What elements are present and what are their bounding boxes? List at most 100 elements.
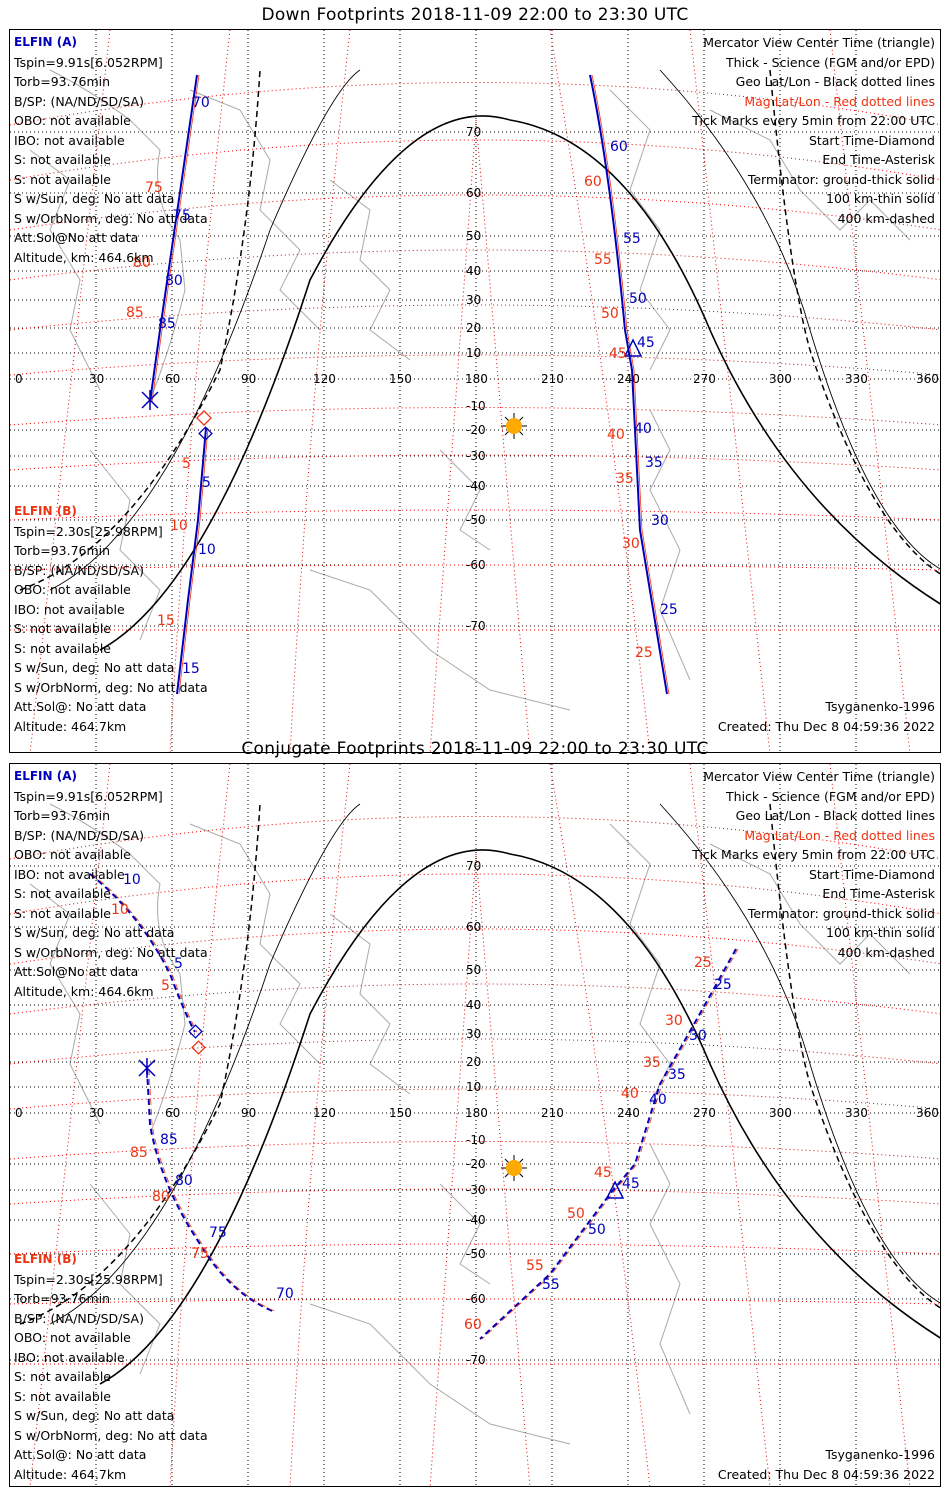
lat-tick: -60 xyxy=(466,558,486,572)
credit-block: Tsyganenko-1996 Created: Thu Dec 8 04:59… xyxy=(718,1445,935,1484)
legend-line: Terminator: ground-thick solid xyxy=(747,905,935,921)
info-line: Att.Sol@No att data xyxy=(14,230,139,245)
svg-text:60: 60 xyxy=(610,139,628,155)
elfin-b-track xyxy=(176,427,209,695)
svg-text:75: 75 xyxy=(191,1246,209,1262)
lat-tick: 50 xyxy=(466,963,481,977)
svg-text:10: 10 xyxy=(198,542,216,558)
svg-text:50: 50 xyxy=(588,1222,606,1238)
info-line: S: not available xyxy=(14,171,111,187)
svg-text:15: 15 xyxy=(182,661,200,677)
svg-text:5: 5 xyxy=(202,475,211,491)
lat-tick: -30 xyxy=(466,1183,486,1197)
panel-1-title: Down Footprints 2018-11-09 22:00 to 23:3… xyxy=(261,5,689,25)
legend-line: Mag Lat/Lon - Red dotted lines xyxy=(744,827,935,843)
svg-text:85: 85 xyxy=(160,1132,178,1148)
track-labels: 70 75 80 85 5 10 15 60 55 50 45 40 35 30… xyxy=(126,95,678,677)
terminator xyxy=(19,803,940,1385)
info-line: B/SP: (NA/ND/SD/SA) xyxy=(14,562,144,578)
svg-text:55: 55 xyxy=(526,1258,544,1274)
geo-grid xyxy=(10,30,940,752)
lat-tick: 70 xyxy=(466,859,481,873)
legend-line: 400 km-dashed xyxy=(837,210,935,226)
info-line: Torb=93.76min xyxy=(14,808,111,823)
map-legend: Mercator View Center Time (triangle) Thi… xyxy=(692,33,935,228)
svg-text:25: 25 xyxy=(694,955,712,971)
lat-tick: -10 xyxy=(466,399,486,413)
lon-tick: 180 xyxy=(465,1106,488,1120)
lon-tick: 30 xyxy=(89,1106,104,1120)
svg-text:50: 50 xyxy=(629,291,647,307)
info-line: S: not available xyxy=(14,1369,111,1384)
model-label: Tsyganenko-1996 xyxy=(825,699,935,714)
info-line: OBO: not available xyxy=(14,582,131,597)
svg-text:70: 70 xyxy=(192,95,210,111)
info-line: B/SP: (NA/ND/SD/SA) xyxy=(14,827,144,843)
created-label: Created: Thu Dec 8 04:59:36 2022 xyxy=(717,1466,935,1482)
track-labels: 10 5 85 80 75 70 25 30 35 40 45 50 55 10… xyxy=(111,872,732,1333)
center-triangle xyxy=(605,1180,625,1199)
info-line: Altitude: 464.7km xyxy=(14,718,127,734)
sun-icon xyxy=(501,1155,527,1181)
lon-tick: 240 xyxy=(617,1106,640,1120)
info-line: Tspin=9.91s[6.052RPM] xyxy=(14,54,163,70)
svg-text:70: 70 xyxy=(276,1286,294,1302)
legend-line: Geo Lat/Lon - Black dotted lines xyxy=(735,808,935,823)
svg-text:45: 45 xyxy=(637,335,655,351)
svg-text:30: 30 xyxy=(665,1013,683,1029)
info-line: B/SP: (NA/ND/SD/SA) xyxy=(14,93,144,109)
info-line: S w/OrbNorm, deg: No att data xyxy=(14,944,208,960)
info-line: S w/OrbNorm, deg: No att data xyxy=(14,1427,208,1443)
svg-text:35: 35 xyxy=(645,455,663,471)
lat-tick: 30 xyxy=(466,293,481,307)
svg-text:5: 5 xyxy=(182,456,191,472)
info-line: S w/Sun, deg: No att data xyxy=(14,925,175,940)
lat-tick: 40 xyxy=(466,264,481,278)
info-line: Tspin=9.91s[6.052RPM] xyxy=(14,788,163,804)
svg-text:60: 60 xyxy=(584,174,602,190)
start-diamond xyxy=(198,426,213,441)
lat-tick: -20 xyxy=(466,423,486,437)
info-line: Att.Sol@No att data xyxy=(14,964,139,979)
legend-line: Terminator: ground-thick solid xyxy=(747,171,935,187)
lon-tick: 210 xyxy=(541,1106,564,1120)
legend-line: Start Time-Diamond xyxy=(808,132,935,148)
info-line: IBO: not available xyxy=(14,1349,125,1365)
lon-tick: 150 xyxy=(389,372,412,386)
elfin-a-track xyxy=(149,74,670,695)
lon-tick: 300 xyxy=(769,372,792,386)
info-line: S: not available xyxy=(14,905,111,921)
track-markers xyxy=(138,1024,625,1199)
lat-tick: -50 xyxy=(466,513,486,527)
info-line: S: not available xyxy=(14,640,111,656)
svg-text:50: 50 xyxy=(601,306,619,322)
svg-text:80: 80 xyxy=(152,1189,170,1205)
elfin-a-info: ELFIN (A) Tspin=9.91s[6.052RPM] Torb=93.… xyxy=(14,767,208,1001)
lat-tick: 30 xyxy=(466,1027,481,1041)
info-line: OBO: not available xyxy=(14,1330,131,1345)
info-line: Altitude, km: 464.6km xyxy=(14,249,154,265)
info-line: OBO: not available xyxy=(14,847,131,862)
lon-tick: 360 xyxy=(916,1106,939,1120)
info-line: Torb=93.76min xyxy=(14,1291,111,1306)
svg-text:35: 35 xyxy=(668,1067,686,1083)
legend-line: Thick - Science (FGM and/or EPD) xyxy=(726,788,935,804)
map-conjugate: 0 30 60 90 120 150 180 210 240 270 300 3… xyxy=(10,764,940,1486)
lon-tick: 30 xyxy=(89,372,104,386)
lon-tick: 60 xyxy=(165,1106,180,1120)
svg-text:5: 5 xyxy=(174,956,183,972)
info-line: Torb=93.76min xyxy=(14,543,111,558)
lat-tick: -30 xyxy=(466,449,486,463)
legend-line: Mercator View Center Time (triangle) xyxy=(703,35,935,50)
lat-tick: 60 xyxy=(466,920,481,934)
svg-text:40: 40 xyxy=(649,1092,667,1108)
svg-text:10: 10 xyxy=(123,872,141,888)
axis-labels: 0 30 60 90 120 150 180 210 240 270 300 3… xyxy=(15,859,939,1367)
info-line: S: not available xyxy=(14,152,111,167)
lon-tick: 360 xyxy=(916,372,939,386)
mag-grid xyxy=(10,764,940,1486)
svg-text:25: 25 xyxy=(660,602,678,618)
info-line: OBO: not available xyxy=(14,113,131,128)
svg-text:55: 55 xyxy=(542,1277,560,1293)
legend-line: End Time-Asterisk xyxy=(822,152,935,167)
